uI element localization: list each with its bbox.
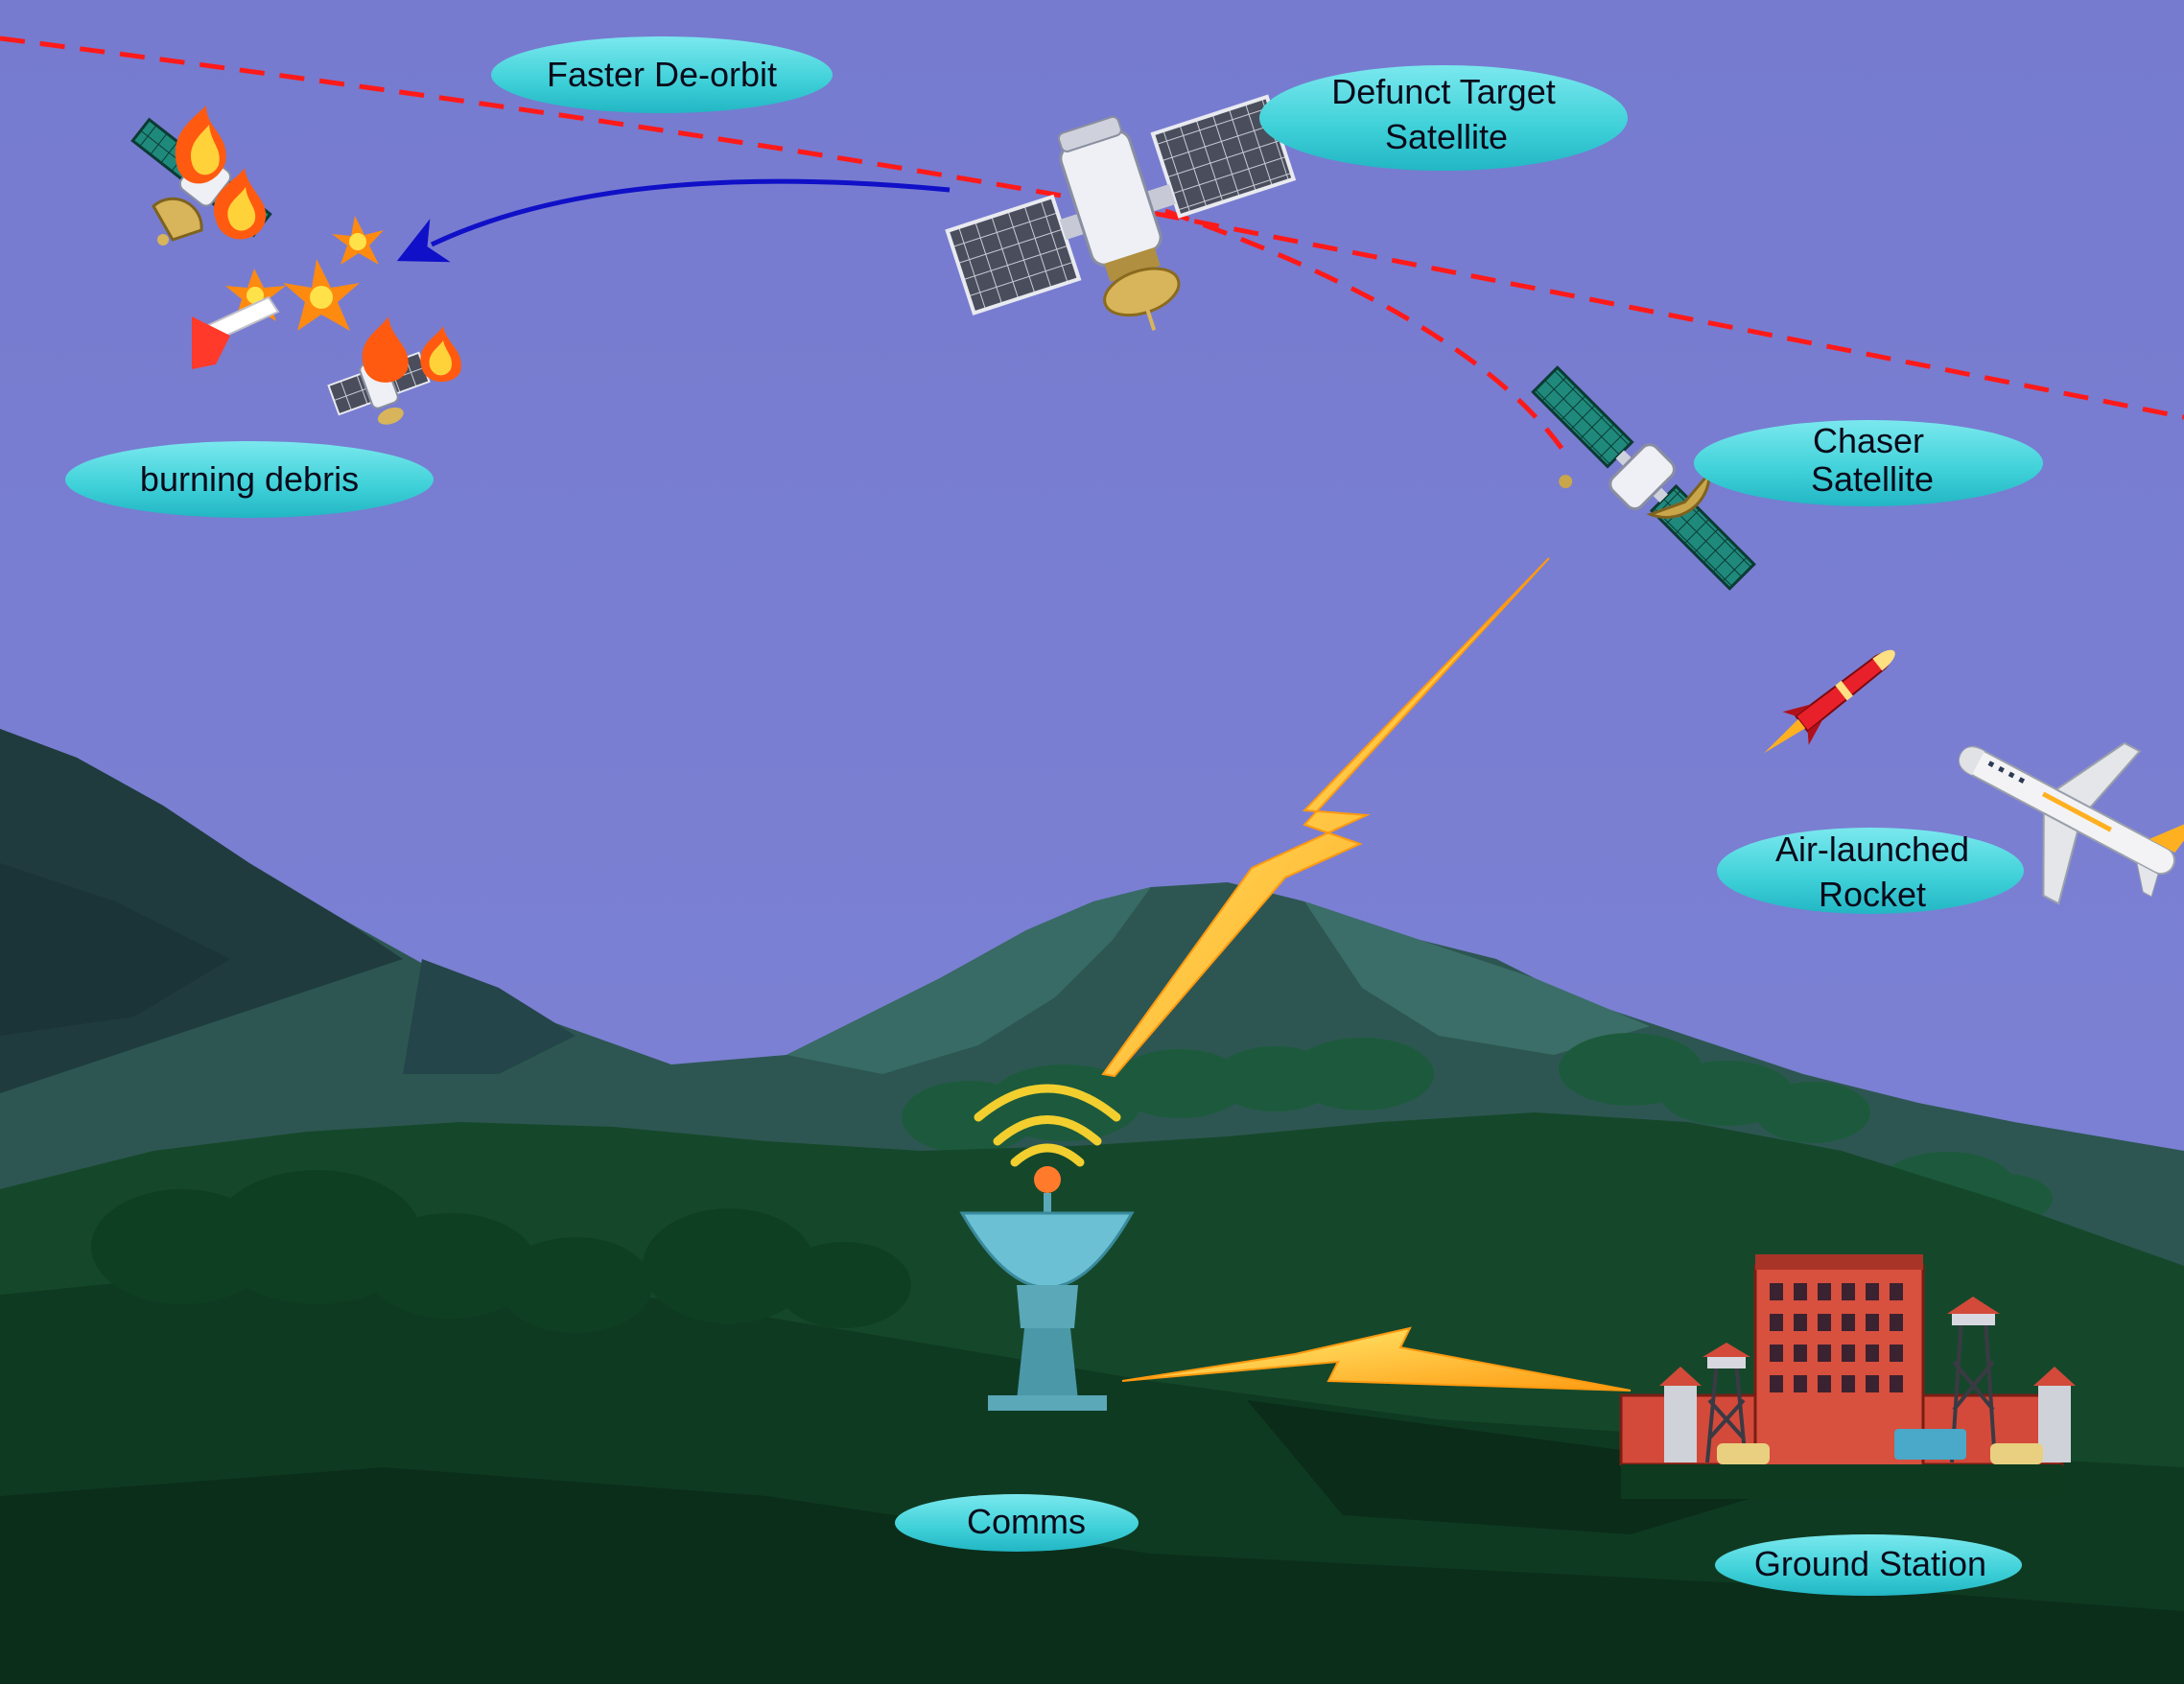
label-defunct-target-satellite: Defunct Target Satellite bbox=[1259, 65, 1628, 171]
label-burning-debris: burning debris bbox=[65, 441, 434, 518]
burning-debris-fire-icon bbox=[130, 105, 461, 425]
label-faster-deorbit-text: Faster De-orbit bbox=[547, 55, 777, 94]
comms-satellite-dish-icon bbox=[959, 1084, 1135, 1411]
deorbit-arrow bbox=[396, 178, 951, 263]
defunct-target-satellite-icon bbox=[945, 94, 1297, 331]
label-ground-station-text: Ground Station bbox=[1754, 1544, 1986, 1583]
carrier-airplane-icon bbox=[1958, 741, 2184, 905]
ground-link-lightning-bolt bbox=[1121, 1326, 1632, 1392]
label-comms-text: Comms bbox=[967, 1502, 1086, 1541]
label-defunct-line1: Defunct Target bbox=[1331, 72, 1555, 111]
label-air-line2: Rocket bbox=[1819, 875, 1926, 914]
air-launched-rocket-icon bbox=[1764, 649, 1895, 754]
uplink-lightning-bolt bbox=[1101, 557, 1550, 1078]
chaser-transfer-arc bbox=[1164, 208, 1566, 453]
label-chaser-satellite: Chaser Satellite bbox=[1694, 420, 2043, 506]
ground-station-building-icon bbox=[1619, 1254, 2076, 1499]
label-air-line1: Air-launched bbox=[1775, 830, 1969, 869]
label-defunct-line2: Satellite bbox=[1385, 117, 1508, 156]
label-burning-debris-text: burning debris bbox=[140, 459, 359, 499]
label-comms: Comms bbox=[895, 1494, 1139, 1552]
label-chaser-line2: Satellite bbox=[1811, 459, 1934, 499]
label-ground-station: Ground Station bbox=[1715, 1534, 2022, 1596]
label-air-launched-rocket: Air-launched Rocket bbox=[1717, 828, 2024, 914]
label-faster-deorbit: Faster De-orbit bbox=[491, 36, 833, 113]
label-chaser-line1: Chaser bbox=[1813, 421, 1924, 460]
bushes bbox=[91, 1170, 911, 1333]
